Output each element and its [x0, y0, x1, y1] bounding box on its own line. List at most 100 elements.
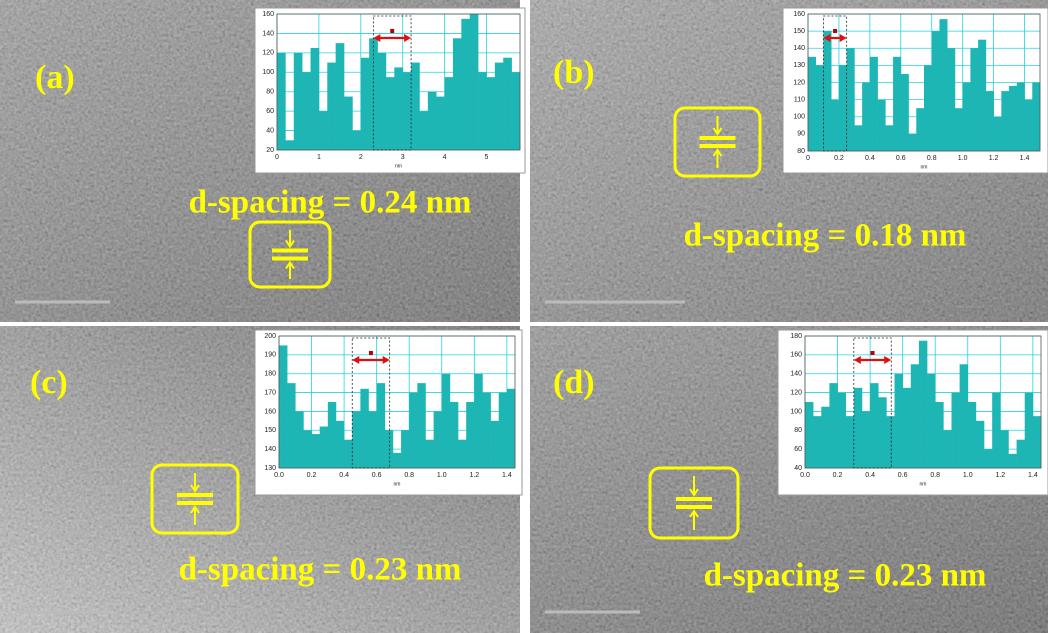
bar: [411, 63, 420, 150]
y-tick-label: 80: [797, 148, 805, 155]
bar: [495, 63, 504, 150]
bar: [401, 430, 409, 468]
bar: [434, 411, 442, 468]
bar: [862, 411, 870, 468]
bar: [978, 40, 986, 151]
bar: [821, 407, 829, 468]
bar: [870, 57, 878, 151]
bar: [312, 434, 320, 468]
bar: [911, 364, 919, 468]
panel-label: (d): [553, 364, 595, 401]
y-tick-label: 40: [266, 127, 274, 134]
x-tick-label: 5: [485, 154, 489, 161]
y-tick-label: 80: [794, 427, 802, 434]
x-tick-label: 0.2: [307, 472, 317, 479]
bar: [403, 72, 412, 150]
bar: [805, 402, 813, 468]
bar: [1008, 454, 1016, 468]
bar: [385, 430, 393, 468]
y-tick-label: 150: [264, 427, 276, 434]
bar: [878, 100, 886, 151]
bar: [916, 108, 924, 151]
bar: [984, 449, 992, 468]
x-tick-label: 1.4: [502, 472, 512, 479]
x-tick-label: 1.2: [989, 155, 999, 162]
x-axis-label: nm: [394, 481, 401, 487]
x-tick-label: 1: [317, 154, 321, 161]
bar: [503, 58, 512, 150]
y-tick-label: 140: [264, 446, 276, 453]
bar: [361, 58, 370, 150]
y-tick-label: 140: [262, 30, 274, 37]
bar: [352, 411, 360, 468]
x-tick-label: 3: [401, 154, 405, 161]
bar: [428, 92, 437, 150]
bar: [369, 411, 377, 468]
bar: [963, 83, 971, 152]
x-tick-label: 0.4: [339, 472, 349, 479]
y-tick-label: 60: [266, 108, 274, 115]
bar: [336, 43, 345, 150]
bar: [425, 440, 433, 468]
y-tick-label: 140: [793, 45, 805, 52]
y-tick-label: 120: [790, 389, 802, 396]
x-tick-label: 0.4: [865, 472, 875, 479]
x-axis-label: nm: [921, 164, 928, 170]
bar: [279, 345, 287, 468]
annotation: d-spacing = 0.24 nm: [189, 185, 472, 221]
bar: [839, 65, 847, 151]
x-tick-label: 1.2: [469, 472, 479, 479]
bar: [285, 140, 294, 150]
bar: [419, 111, 428, 150]
x-axis-label: nm: [920, 481, 927, 487]
bar: [445, 77, 454, 150]
y-tick-label: 60: [794, 446, 802, 453]
bar: [458, 440, 466, 468]
y-tick-label: 180: [790, 333, 802, 340]
bar: [994, 117, 1002, 151]
bar: [499, 393, 507, 468]
bar: [960, 364, 968, 468]
x-tick-label: 0.2: [834, 155, 844, 162]
bar: [344, 97, 353, 150]
bar: [854, 125, 862, 151]
bar: [816, 65, 824, 151]
y-tick-label: 120: [793, 79, 805, 86]
marker: [369, 351, 373, 355]
bar: [935, 402, 943, 468]
x-tick-label: 1.2: [995, 472, 1005, 479]
bar: [1025, 393, 1033, 468]
bar: [295, 411, 303, 468]
y-tick-label: 160: [262, 11, 274, 18]
bar: [386, 77, 395, 150]
x-tick-label: 2: [359, 154, 363, 161]
bar: [947, 48, 955, 151]
annotation: d-spacing = 0.18 nm: [684, 218, 967, 254]
bar: [1017, 440, 1025, 468]
y-tick-label: 100: [262, 69, 274, 76]
bar: [486, 77, 495, 150]
panel-label: (c): [30, 364, 68, 401]
bar: [970, 48, 978, 151]
x-tick-label: 0: [275, 154, 279, 161]
bar: [823, 31, 831, 151]
bar: [442, 374, 450, 468]
y-tick-label: 200: [264, 333, 276, 340]
bar: [943, 430, 951, 468]
annotation: d-spacing = 0.23 nm: [179, 552, 462, 588]
x-tick-label: 0.6: [898, 472, 908, 479]
bar: [992, 393, 1000, 468]
y-tick-label: 110: [794, 96, 805, 103]
bar: [319, 111, 328, 150]
y-tick-label: 100: [793, 114, 805, 121]
figure: 20406080100120140160012345nm(a)d-spacing…: [0, 0, 1048, 633]
bar: [302, 72, 311, 150]
x-tick-label: 0.8: [404, 472, 414, 479]
bar: [311, 48, 320, 150]
bar: [893, 57, 901, 151]
x-tick-label: 1.4: [1028, 472, 1038, 479]
bar: [466, 402, 474, 468]
bar: [393, 453, 401, 468]
